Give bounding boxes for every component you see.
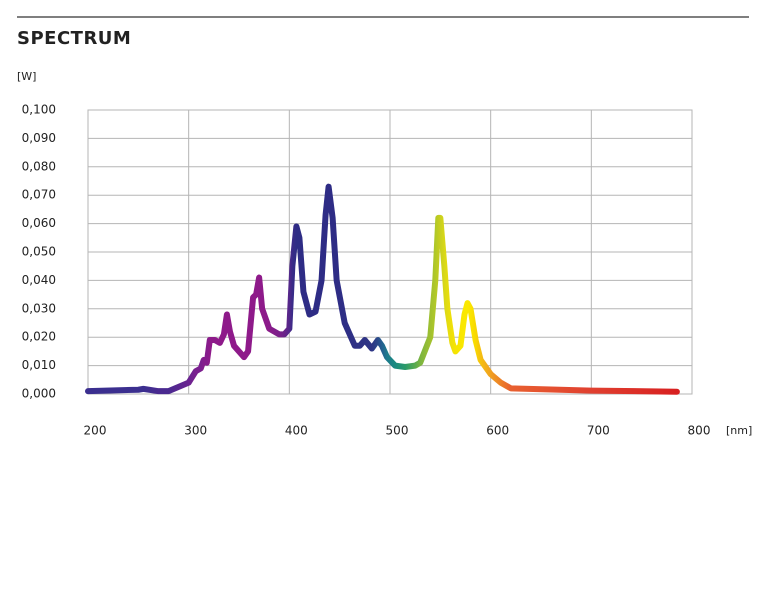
chart-title: SPECTRUM (17, 28, 131, 49)
y-tick-label: 0,070 (22, 188, 56, 202)
x-axis-label: [nm] (726, 424, 752, 437)
x-tick-label: 700 (587, 424, 610, 438)
x-tick-label: 500 (386, 424, 409, 438)
x-tick-label: 200 (84, 424, 107, 438)
y-tick-label: 0,090 (22, 131, 56, 145)
y-tick-label: 0,100 (22, 103, 56, 117)
y-tick-label: 0,050 (22, 245, 56, 259)
x-tick-label: 400 (285, 424, 308, 438)
y-tick-label: 0,000 (22, 387, 56, 401)
y-tick-label: 0,010 (22, 358, 56, 372)
y-tick-label: 0,020 (22, 330, 56, 344)
y-tick-label: 0,040 (22, 273, 56, 287)
x-tick-label: 300 (184, 424, 207, 438)
y-tick-label: 0,030 (22, 301, 56, 315)
x-tick-label: 800 (688, 424, 711, 438)
x-tick-label: 600 (486, 424, 509, 438)
y-tick-label: 0,060 (22, 216, 56, 230)
spectrum-line (85, 183, 680, 395)
y-axis-label: [W] (17, 70, 36, 83)
y-tick-label: 0,080 (22, 159, 56, 173)
